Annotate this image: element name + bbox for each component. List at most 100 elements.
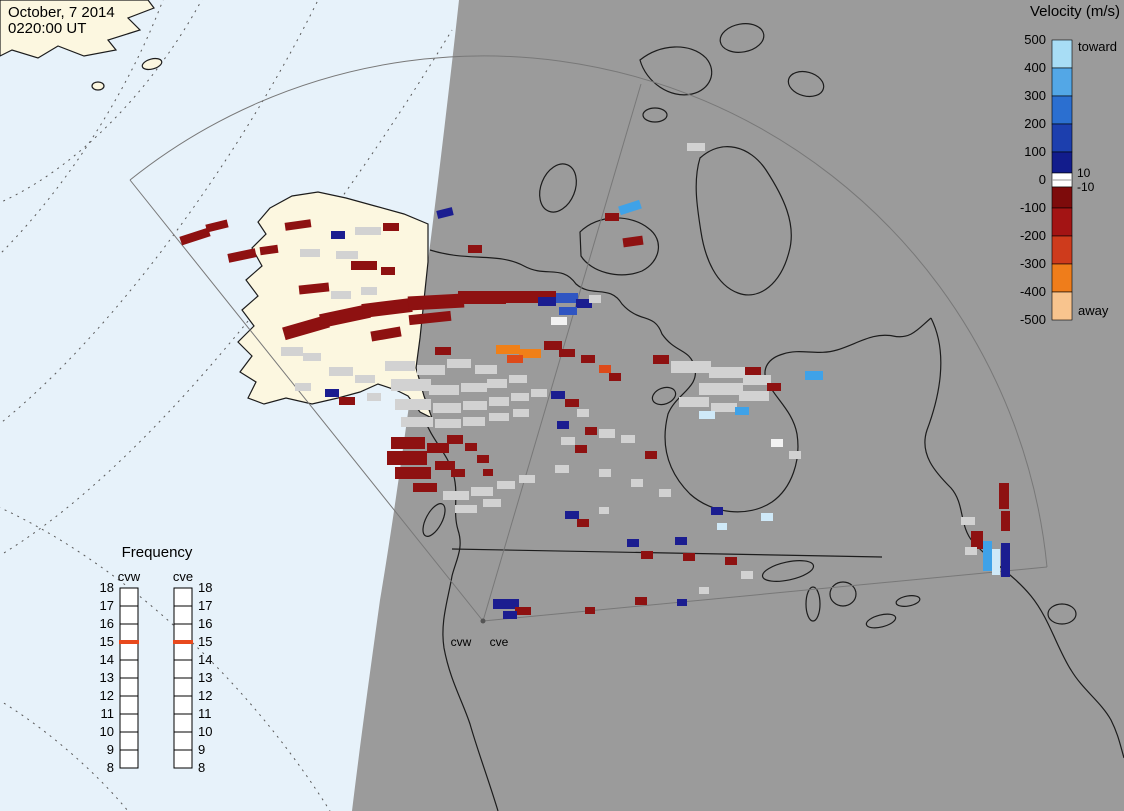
velocity-cell <box>489 413 509 421</box>
velocity-cell <box>589 295 601 303</box>
velocity-cell <box>451 469 465 477</box>
velocity-cell <box>538 297 556 306</box>
velocity-cell <box>447 359 471 368</box>
velocity-cell <box>717 523 727 530</box>
freq-tick-label: 11 <box>101 706 115 721</box>
velocity-cell <box>331 231 345 239</box>
velocity-cell <box>433 403 461 413</box>
velocity-cell <box>711 403 737 412</box>
freq-tick-label: 17 <box>198 598 212 613</box>
velocity-cell <box>599 507 609 514</box>
velocity-cell <box>789 451 801 459</box>
velocity-cell <box>429 385 459 395</box>
velocity-cell <box>745 367 761 375</box>
velocity-cell <box>303 353 321 361</box>
frequency-legend-title: Frequency <box>122 544 193 561</box>
velocity-cell <box>339 397 355 405</box>
freq-tick-label: 11 <box>198 706 212 721</box>
velocity-cell <box>551 391 565 399</box>
velocity-cell <box>641 551 653 559</box>
velocity-cell <box>281 347 303 356</box>
velocity-cell <box>699 411 715 419</box>
freq-tick-label: 16 <box>100 616 114 631</box>
velocity-cell <box>468 245 482 253</box>
velocity-cell <box>559 349 575 357</box>
colorbar-tick-label: 400 <box>1024 60 1046 75</box>
freq-tick-label: 13 <box>198 670 212 685</box>
colorbar-tick-label: -200 <box>1020 228 1046 243</box>
freq-marker <box>173 640 193 644</box>
freq-marker <box>119 640 139 644</box>
velocity-cell <box>471 487 493 496</box>
velocity-cell <box>435 419 461 428</box>
velocity-cell <box>559 307 577 315</box>
velocity-cell <box>983 541 992 571</box>
velocity-cell <box>687 143 705 151</box>
victoria-island <box>580 218 658 275</box>
velocity-cell <box>325 389 339 397</box>
velocity-cell <box>463 417 485 426</box>
colorbar-segment <box>1052 40 1072 68</box>
velocity-cell <box>395 399 431 410</box>
velocity-cell <box>761 513 773 521</box>
freq-tick-label: 9 <box>107 742 114 757</box>
radar-label-cvw: cvw <box>451 635 472 649</box>
velocity-cell <box>653 355 669 364</box>
velocity-cell <box>743 375 771 385</box>
velocity-cell <box>355 375 375 383</box>
velocity-cell <box>381 267 395 275</box>
radar-site-dot <box>481 619 486 624</box>
velocity-cell <box>507 355 523 363</box>
colorbar-segment <box>1052 152 1072 173</box>
velocity-cell <box>961 517 975 525</box>
freq-tick-label: 18 <box>100 580 114 595</box>
freq-tick-label: 17 <box>100 598 114 613</box>
velocity-cell <box>465 443 477 451</box>
colorbar-segment <box>1052 68 1072 96</box>
freq-tick-label: 15 <box>198 634 212 649</box>
velocity-cell <box>565 399 579 407</box>
freq-tick-label: 10 <box>100 724 114 739</box>
velocity-cell <box>385 361 415 371</box>
velocity-cell <box>295 383 311 391</box>
velocity-cell <box>500 291 540 303</box>
velocity-cell <box>645 451 657 459</box>
velocity-cell <box>735 407 749 415</box>
freq-tick-label: 8 <box>107 760 114 775</box>
freq-tick-label: 10 <box>198 724 212 739</box>
velocity-cell <box>391 437 425 449</box>
colorbar-tick-label: 0 <box>1039 172 1046 187</box>
velocity-cell <box>585 607 595 614</box>
velocity-cell <box>711 507 723 515</box>
velocity-cell <box>999 483 1009 509</box>
velocity-cell <box>675 537 687 545</box>
velocity-cell <box>1001 511 1010 531</box>
velocity-cell <box>561 437 575 445</box>
freq-tick-label: 13 <box>100 670 114 685</box>
colorbar-segment <box>1052 292 1072 320</box>
velocity-cell <box>557 421 569 429</box>
velocity-cell <box>395 467 431 479</box>
velocity-cell <box>487 379 507 388</box>
freq-column-cvw: cvw <box>118 569 141 584</box>
velocity-cell <box>483 499 501 507</box>
velocity-cell <box>509 375 527 383</box>
freq-tick-label: 12 <box>100 688 114 703</box>
velocity-cell <box>599 429 615 438</box>
velocity-cell <box>725 557 737 565</box>
velocity-cell <box>408 294 465 311</box>
velocity-cell <box>771 439 783 447</box>
velocity-cell <box>805 371 823 380</box>
colorbar-tick-label: 100 <box>1024 144 1046 159</box>
velocity-cell <box>556 293 578 303</box>
velocity-cell <box>355 227 381 235</box>
freq-tick-label: 18 <box>198 580 212 595</box>
date-label: October, 7 2014 <box>8 4 115 21</box>
velocity-cell <box>515 607 531 615</box>
velocity-cell <box>513 409 529 417</box>
freq-tick-label: 15 <box>100 634 114 649</box>
velocity-cell <box>565 511 579 519</box>
colorbar-tick-label: 500 <box>1024 32 1046 47</box>
velocity-cell <box>575 445 587 453</box>
velocity-cell <box>577 409 589 417</box>
